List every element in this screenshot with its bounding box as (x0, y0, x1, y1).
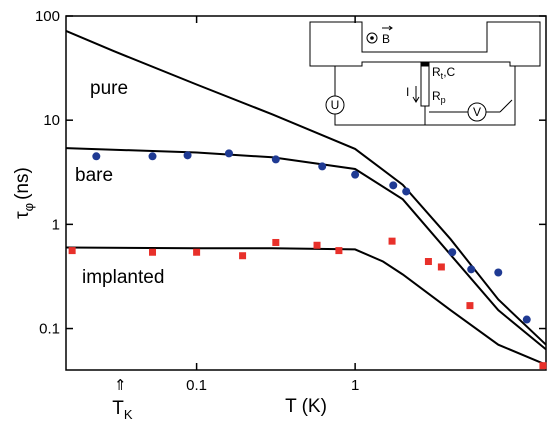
y-tick-label: 100 (35, 8, 60, 25)
inset-rt-r: R (432, 65, 441, 79)
inset-current: I (406, 85, 409, 99)
field-dot (370, 36, 374, 40)
y-label-symbol: τ (12, 211, 33, 219)
inset-v: V (473, 105, 481, 119)
data-point (239, 252, 247, 260)
inset-rt-sub: t (441, 71, 444, 81)
data-point (193, 248, 201, 256)
x-tick-label: 0.1 (186, 377, 207, 394)
data-point (272, 238, 280, 246)
tk-arrow: ⇑ (114, 377, 127, 394)
x-axis-label: T (K) (285, 396, 327, 417)
y-axis-label: τφ (ns) (12, 167, 36, 219)
vector-arrow (382, 25, 393, 31)
data-point (148, 152, 157, 161)
curve-label: pure (90, 78, 128, 99)
y-tick-label: 0.1 (39, 321, 60, 338)
plot-frame (65, 15, 547, 371)
data-point (388, 237, 396, 245)
field-symbol (366, 32, 378, 44)
data-point (92, 152, 101, 161)
inset-diagram (309, 21, 541, 126)
inset-rp-r: R (432, 89, 441, 103)
inset-rp-sub: p (441, 95, 446, 105)
curve-label: implanted (82, 267, 164, 288)
y-tick-label: 1 (52, 216, 60, 233)
y-tick-label: 10 (43, 112, 60, 129)
data-point (271, 155, 280, 164)
u-meter (325, 95, 345, 115)
y-label-unit: (ns) (12, 167, 33, 200)
data-point (149, 248, 157, 256)
tk-sub: K (124, 407, 133, 422)
data-point (402, 187, 411, 196)
inset-u: U (331, 98, 340, 112)
curve (66, 246, 546, 366)
data-point (467, 265, 476, 274)
data-point (466, 302, 474, 310)
data-point (494, 268, 503, 277)
current-arrow (412, 86, 420, 103)
curve-label: bare (75, 165, 113, 186)
data-point (224, 149, 233, 158)
data-point (437, 263, 445, 271)
inset-rt-c: ,C (443, 65, 455, 79)
data-point (522, 315, 531, 324)
data-point (351, 170, 360, 179)
curve (66, 29, 546, 346)
inset-rt: Rt,C (432, 65, 456, 81)
inset-field: B (382, 32, 390, 46)
resistor-top (420, 61, 430, 67)
data-point (183, 151, 192, 160)
wires (334, 66, 516, 126)
x-tick-label: 1 (351, 377, 359, 394)
data-point (424, 258, 432, 266)
hall-bar (309, 21, 541, 67)
data-point (335, 247, 343, 255)
tk-text: T (112, 398, 124, 419)
tk-label: TK (112, 398, 133, 422)
data-point (389, 181, 398, 190)
data-point (313, 241, 321, 249)
resistor (420, 61, 430, 107)
data-point (68, 247, 76, 255)
data-point (448, 248, 457, 257)
curve (66, 147, 546, 351)
y-label-sub: φ (21, 203, 36, 211)
inset-rp: Rp (432, 89, 446, 105)
data-point (539, 362, 547, 370)
data-point (318, 162, 327, 171)
